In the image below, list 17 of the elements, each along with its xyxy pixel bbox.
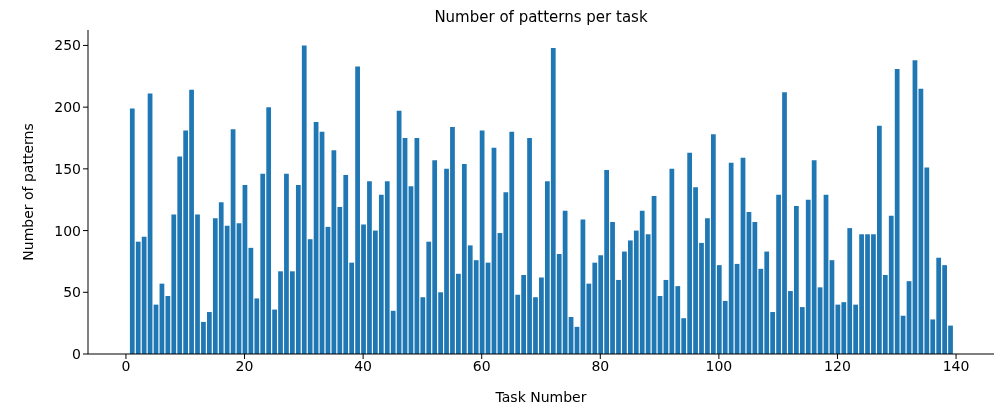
y-tick-label: 200 <box>54 99 81 116</box>
y-tick-label: 150 <box>54 160 81 177</box>
y-axis-title: Number of patterns <box>19 123 36 261</box>
y-tick-label: 0 <box>72 345 81 362</box>
x-axis-title: Task Number <box>494 389 587 405</box>
x-tick-label: 140 <box>942 357 970 374</box>
y-tick-label: 50 <box>63 284 81 301</box>
x-tick-label: 120 <box>824 357 851 374</box>
x-tick-label: 60 <box>472 357 491 374</box>
x-tick-label: 0 <box>121 357 131 374</box>
x-tick-label: 80 <box>591 357 610 374</box>
x-tick-label: 20 <box>235 357 254 374</box>
x-tick-label: 40 <box>354 357 373 374</box>
chart-title: Number of patterns per task <box>433 8 649 26</box>
y-tick-label: 250 <box>54 37 81 54</box>
x-tick-label: 100 <box>705 357 733 374</box>
y-tick-label: 100 <box>54 222 81 239</box>
